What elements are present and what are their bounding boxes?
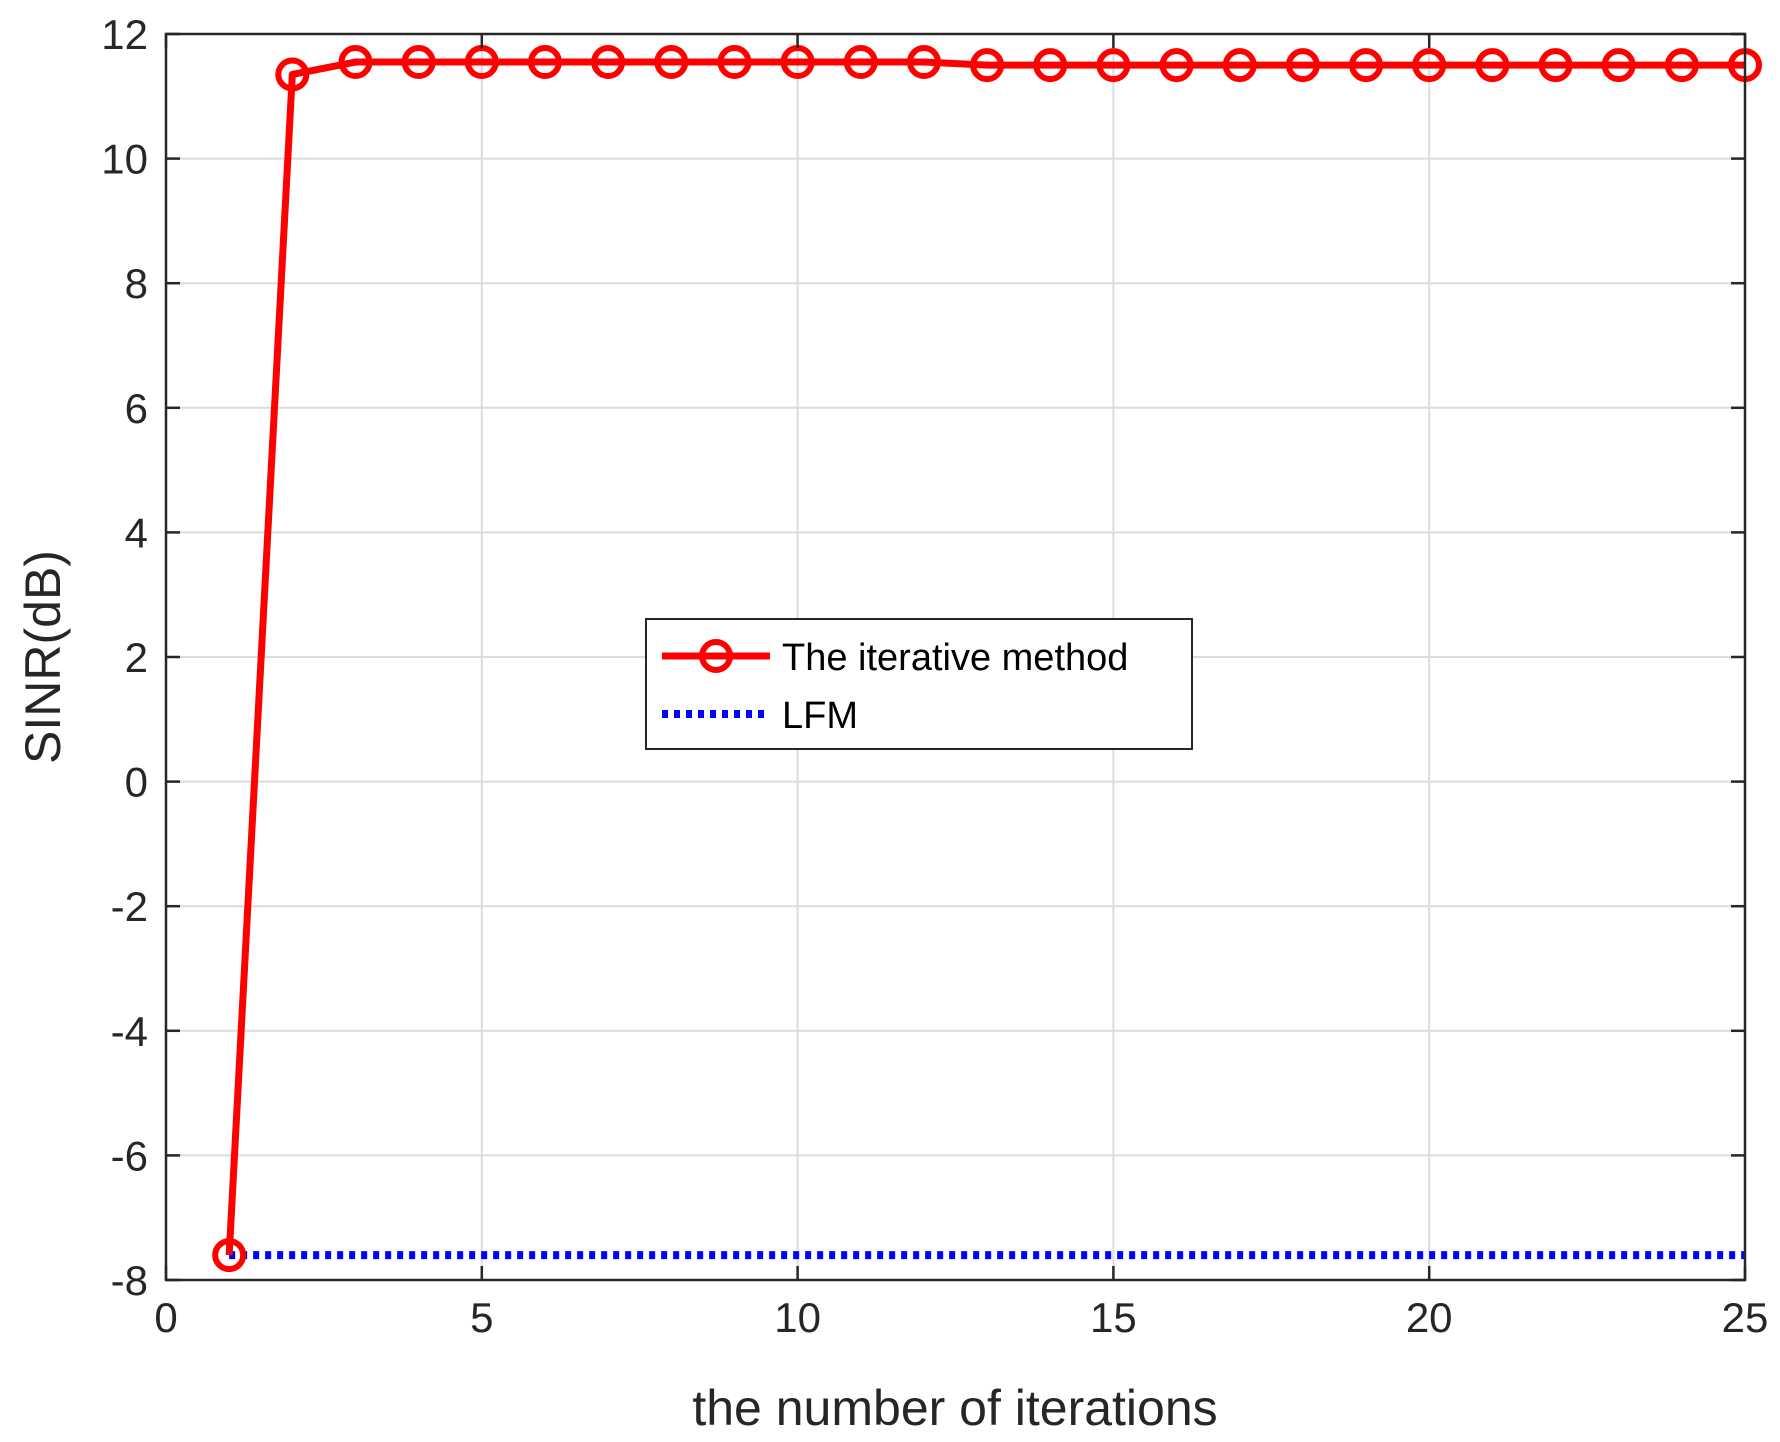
x-tick-label: 25 [1722, 1294, 1769, 1341]
legend-label-lfm: LFM [782, 695, 858, 737]
series-iterative-point [843, 45, 878, 80]
series-iterative-point [1664, 48, 1699, 83]
series-iterative-point [1285, 48, 1320, 83]
series-iterative-point [527, 45, 562, 80]
series-iterative-point [1033, 48, 1068, 83]
x-tick-label: 10 [774, 1294, 821, 1341]
y-tick-label: 8 [125, 260, 148, 307]
y-tick-label: -4 [111, 1008, 148, 1055]
series-iterative-point [1475, 48, 1510, 83]
y-tick-label: -2 [111, 883, 148, 930]
y-tick-label: 0 [125, 759, 148, 806]
legend-box [645, 618, 1193, 750]
series-iterative-point [717, 45, 752, 80]
x-tick-label: 15 [1090, 1294, 1137, 1341]
legend-label-iterative: The iterative method [782, 637, 1128, 679]
y-tick-label: -8 [111, 1257, 148, 1304]
y-axis-title: SINR(dB) [15, 550, 71, 764]
x-tick-label: 5 [470, 1294, 493, 1341]
series-iterative-point [1222, 48, 1257, 83]
y-tick-label: -6 [111, 1132, 148, 1179]
series-iterative-point [1601, 48, 1636, 83]
x-tick-label: 0 [154, 1294, 177, 1341]
axis-ticks [164, 32, 1747, 1282]
series-iterative-point [1349, 48, 1384, 83]
series-iterative-point [1538, 48, 1573, 83]
y-tick-label: 12 [101, 11, 148, 58]
legend: The iterative method LFM [645, 618, 1193, 750]
series-iterative-point [1096, 48, 1131, 83]
series-iterative-point [464, 45, 499, 80]
series-iterative-line [225, 58, 1745, 1256]
series-iterative-point [401, 45, 436, 80]
series-iterative-point [970, 48, 1005, 83]
series-iterative-point [780, 45, 815, 80]
x-axis-title: the number of iterations [692, 1380, 1217, 1436]
tick-labels: 0 5 10 15 20 25 -8 -6 -4 -2 0 2 4 6 8 10 12 [101, 11, 1768, 1341]
series-iterative-point [338, 45, 373, 80]
series-iterative-point [1412, 48, 1447, 83]
y-tick-label: 4 [125, 509, 148, 556]
plot-series [212, 45, 1762, 1273]
y-tick-label: 2 [125, 634, 148, 681]
y-tick-label: 10 [101, 136, 148, 183]
x-tick-label: 20 [1406, 1294, 1453, 1341]
legend-swatch-iterative-marker [699, 639, 733, 673]
y-tick-label: 6 [125, 385, 148, 432]
grid [165, 33, 1746, 1281]
series-iterative-point [906, 45, 941, 80]
series-iterative-point [591, 45, 626, 80]
series-iterative-point [212, 1238, 247, 1273]
series-iterative-point [1159, 48, 1194, 83]
series-iterative-point [275, 57, 310, 92]
series-iterative-point [654, 45, 689, 80]
